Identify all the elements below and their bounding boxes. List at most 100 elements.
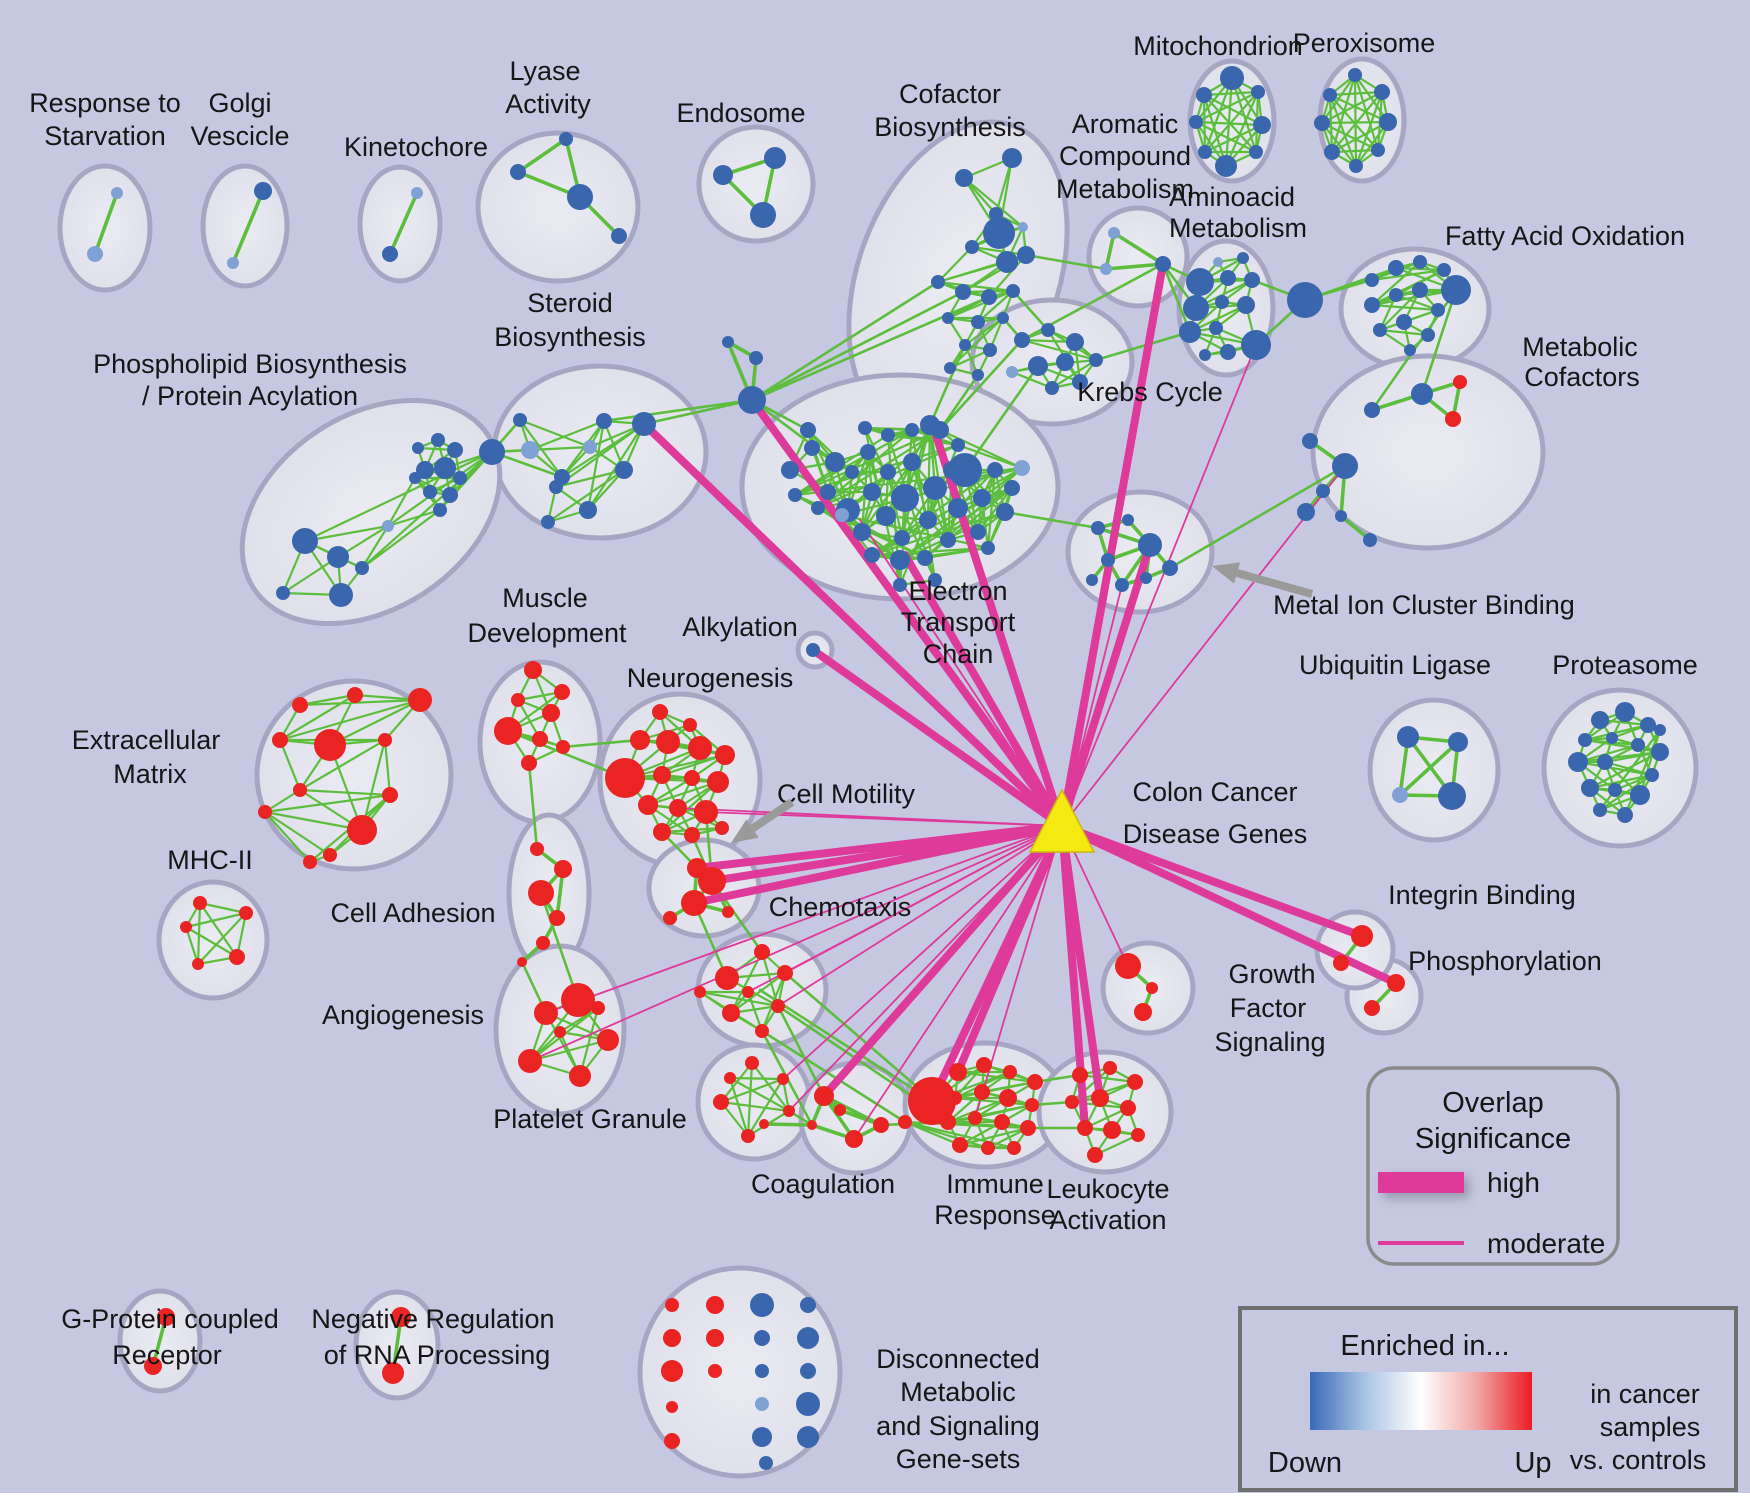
edge <box>506 729 627 780</box>
gene-set-node <box>1108 227 1120 239</box>
gene-set-node <box>754 944 770 960</box>
gene-set-node <box>518 1049 542 1073</box>
gene-set-node <box>681 890 707 916</box>
cluster-label: Metabolic <box>900 1377 1016 1407</box>
edge <box>710 879 764 954</box>
edge <box>980 1080 1037 1094</box>
gene-set-node <box>541 515 555 529</box>
edge <box>602 398 754 423</box>
edge <box>747 825 1063 993</box>
gene-set-node <box>1349 159 1363 173</box>
gene-set-node <box>1617 807 1633 823</box>
edge <box>938 373 980 432</box>
edge <box>386 508 442 528</box>
edge <box>1020 338 1098 362</box>
gene-set-node <box>797 1426 819 1448</box>
cluster-label: Lyase <box>509 56 580 86</box>
gene-set-node <box>942 312 954 324</box>
gene-set-node <box>777 965 793 981</box>
cluster-label: Coagulation <box>751 1169 895 1199</box>
gene-set-node <box>656 730 680 754</box>
cluster-label: Response to <box>29 88 181 118</box>
gene-set-node <box>549 480 563 494</box>
gene-set-node <box>983 343 997 357</box>
cluster-label: Kinetochore <box>344 132 488 162</box>
edge <box>976 289 1015 324</box>
gene-set-node <box>797 1327 819 1349</box>
cluster-label: Transport <box>901 607 1016 637</box>
gene-set-node <box>303 855 317 869</box>
gene-set-node <box>1140 572 1152 584</box>
moderate-label: moderate <box>1487 1228 1605 1259</box>
edge <box>554 422 646 489</box>
gene-set-node <box>327 546 349 568</box>
gene-set-node <box>1086 574 1098 586</box>
gene-set-node <box>1017 246 1035 264</box>
cluster-label: Response <box>934 1200 1056 1230</box>
gene-set-node <box>1209 321 1223 335</box>
edge <box>728 1076 785 1081</box>
gene-set-node <box>863 483 881 501</box>
cluster-label: Aromatic <box>1072 109 1179 139</box>
edge <box>1203 123 1264 154</box>
edge <box>987 253 1028 299</box>
edge <box>750 280 940 402</box>
edge <box>231 189 265 265</box>
gene-set-node <box>532 731 548 747</box>
gene-set-node <box>949 1063 967 1081</box>
gene-set-node <box>1651 743 1669 761</box>
gene-set-node <box>1103 1121 1121 1139</box>
gene-set-node <box>534 1001 558 1025</box>
gene-set-node <box>513 413 527 427</box>
edge <box>360 524 390 570</box>
gene-set-node <box>1324 144 1340 160</box>
gene-set-node <box>1091 1089 1109 1107</box>
gene-set-node <box>1396 314 1412 330</box>
cluster-label: Steroid <box>527 288 613 318</box>
edge <box>962 176 1025 229</box>
gene-set-node <box>940 1114 956 1130</box>
gene-set-node <box>442 487 458 503</box>
gene-set-node <box>521 755 537 771</box>
cluster-label: MHC-II <box>167 845 252 875</box>
gene-set-node <box>1631 738 1645 752</box>
gene-set-node <box>974 1084 990 1100</box>
gene-set-node <box>1003 1065 1017 1079</box>
edge <box>360 508 442 570</box>
gene-set-node <box>591 1001 605 1015</box>
gene-set-node <box>666 1401 678 1413</box>
edge <box>1394 293 1440 312</box>
gene-set-node <box>1189 115 1203 129</box>
edge <box>777 825 1063 1007</box>
gene-set-node <box>542 704 560 722</box>
cluster-label: Activity <box>505 89 591 119</box>
gene-set-node <box>227 257 239 269</box>
gene-set-node <box>684 770 700 786</box>
gene-set-node <box>1332 453 1358 479</box>
gene-set-node <box>965 240 979 254</box>
edge <box>903 1120 1016 1150</box>
cluster-label: Leukocyte <box>1046 1174 1169 1204</box>
edge <box>963 364 1040 472</box>
gene-set-node <box>1241 330 1271 360</box>
gene-set-node <box>1220 66 1244 90</box>
high-label: high <box>1487 1167 1540 1198</box>
gene-set-node <box>653 766 671 784</box>
cluster-label: Immune <box>946 1169 1044 1199</box>
gene-set-node <box>745 1056 759 1070</box>
edge <box>518 418 592 449</box>
cluster-label: Fatty Acid Oxidation <box>1445 221 1685 251</box>
gene-set-node <box>1606 732 1618 744</box>
gene-set-node <box>517 957 527 967</box>
edge <box>1378 328 1430 337</box>
edge <box>758 988 934 1103</box>
gene-set-node <box>800 1363 816 1379</box>
gene-set-node <box>597 1029 619 1051</box>
edge <box>298 693 357 707</box>
gene-set-node <box>755 1024 769 1038</box>
edge <box>1104 231 1116 271</box>
gene-set-node <box>987 462 1003 478</box>
edge <box>698 990 780 1008</box>
gene-set-node <box>834 1104 846 1116</box>
gene-set-node <box>554 860 572 878</box>
